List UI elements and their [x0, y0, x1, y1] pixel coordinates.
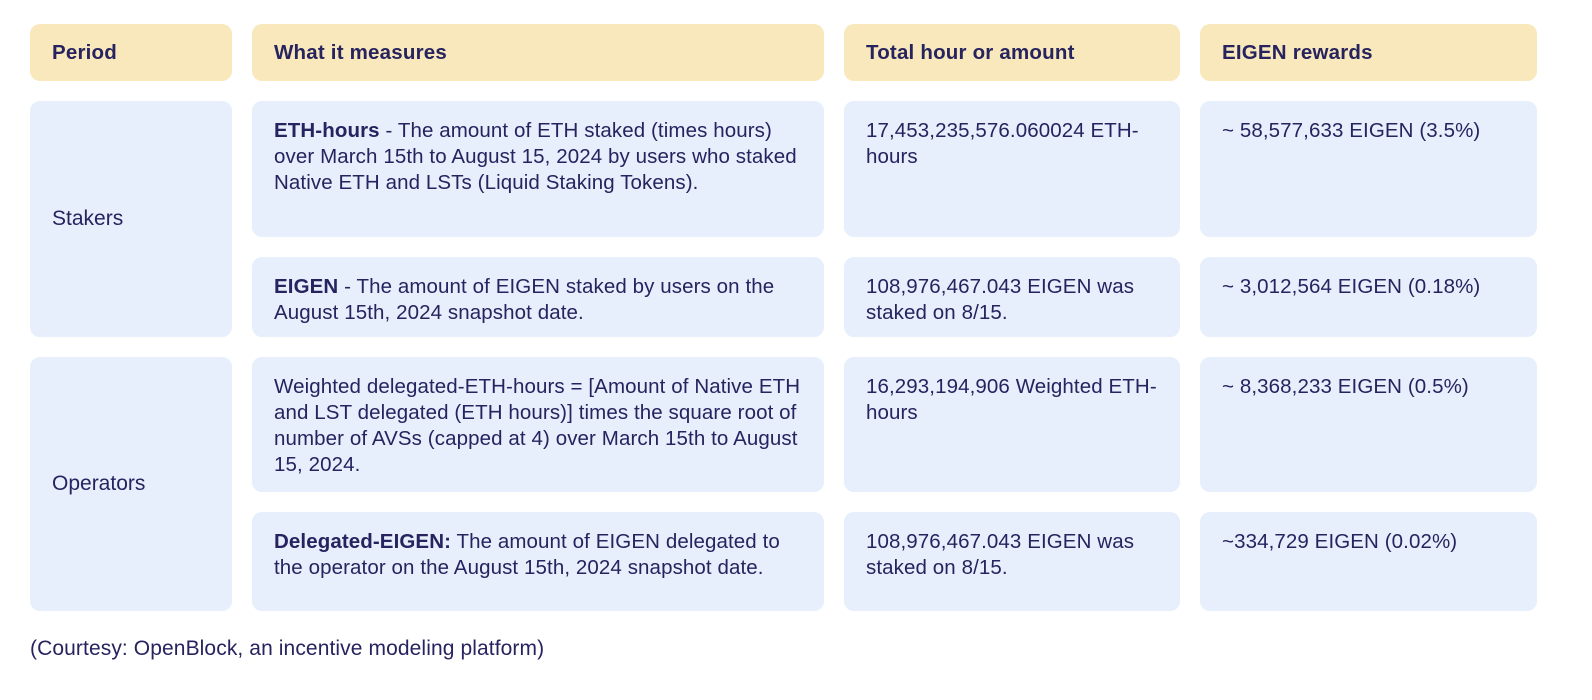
- total-cell-eigen-staked: 108,976,467.043 EIGEN was staked on 8/15…: [844, 257, 1180, 337]
- measure-term: EIGEN: [274, 275, 339, 298]
- measure-description: - The amount of ETH staked (times hours)…: [274, 119, 797, 195]
- period-cell-operators: Operators: [30, 357, 232, 611]
- rewards-cell-delegated-eigen: ~334,729 EIGEN (0.02%): [1200, 512, 1537, 611]
- total-cell-eth-hours: 17,453,235,576.060024 ETH-hours: [844, 101, 1180, 237]
- total-cell-delegated-eigen: 108,976,467.043 EIGEN was staked on 8/15…: [844, 512, 1180, 611]
- column-header-eigen-rewards: EIGEN rewards: [1200, 24, 1537, 81]
- measure-cell-eth-hours: ETH-hours - The amount of ETH staked (ti…: [252, 101, 824, 237]
- measure-description: The amount of EIGEN delegated to the ope…: [274, 530, 780, 580]
- column-header-what-it-measures: What it measures: [252, 24, 824, 81]
- courtesy-caption: (Courtesy: OpenBlock, an incentive model…: [30, 637, 545, 660]
- rewards-cell-eth-hours: ~ 58,577,633 EIGEN (3.5%): [1200, 101, 1537, 237]
- rewards-cell-weighted-eth-hours: ~ 8,368,233 EIGEN (0.5%): [1200, 357, 1537, 492]
- measure-cell-delegated-eigen: Delegated-EIGEN: The amount of EIGEN del…: [252, 512, 824, 611]
- column-header-period: Period: [30, 24, 232, 81]
- measure-description: - The amount of EIGEN staked by users on…: [274, 275, 775, 325]
- measure-description: Weighted delegated-ETH-hours = [Amount o…: [274, 375, 801, 477]
- period-cell-stakers: Stakers: [30, 101, 232, 337]
- measure-cell-eigen-staked: EIGEN - The amount of EIGEN staked by us…: [252, 257, 824, 337]
- total-cell-weighted-eth-hours: 16,293,194,906 Weighted ETH-hours: [844, 357, 1180, 492]
- column-header-total-hour-or-amount: Total hour or amount: [844, 24, 1180, 81]
- rewards-table: Period What it measures Total hour or am…: [30, 24, 1537, 611]
- measure-cell-weighted-delegated-eth-hours: Weighted delegated-ETH-hours = [Amount o…: [252, 357, 824, 492]
- measure-term: Delegated-EIGEN:: [274, 530, 452, 553]
- measure-term: ETH-hours: [274, 119, 380, 142]
- rewards-cell-eigen-staked: ~ 3,012,564 EIGEN (0.18%): [1200, 257, 1537, 337]
